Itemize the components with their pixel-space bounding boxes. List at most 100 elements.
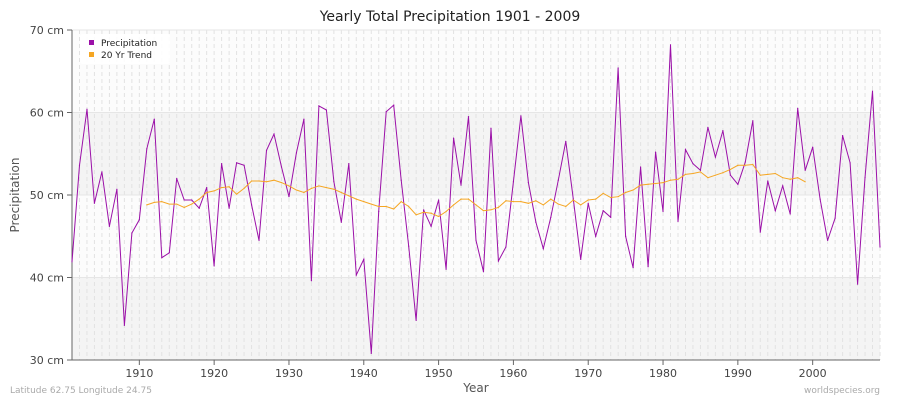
trend-point (729, 168, 731, 171)
trend-point (587, 199, 589, 201)
precipitation-point (146, 148, 148, 150)
trend-point (161, 201, 163, 203)
precipitation-point (108, 225, 111, 227)
precipitation-point (722, 130, 724, 132)
precipitation-point (759, 231, 761, 233)
precipitation-point (482, 271, 485, 273)
trend-point (408, 205, 410, 208)
precipitation-point (78, 164, 81, 166)
trend-point (610, 196, 612, 199)
precipitation-point (288, 196, 290, 198)
precipitation-point (512, 181, 515, 183)
precipitation-point (452, 137, 455, 139)
trend-point (325, 186, 327, 189)
trend-point (333, 188, 335, 190)
precipitation-point (258, 239, 260, 241)
precipitation-point (303, 118, 305, 120)
footer-location: Latitude 62.75 Longitude 24.75 (10, 386, 152, 396)
trend-point (250, 180, 253, 182)
x-tick-label: 1930 (275, 367, 303, 380)
trend-point (273, 179, 275, 181)
precipitation-point (849, 162, 851, 164)
grid-band (72, 112, 880, 195)
trend-point (295, 189, 298, 191)
trend-point (774, 172, 776, 175)
trend-point (228, 186, 230, 188)
precipitation-point (647, 266, 649, 268)
trend-point (430, 212, 432, 214)
trend-point (258, 180, 260, 182)
trend-point (505, 200, 507, 202)
precipitation-point (191, 199, 193, 201)
trend-point (722, 172, 724, 174)
precipitation-point (475, 239, 477, 241)
trend-point (482, 210, 485, 212)
precipitation-point (408, 245, 410, 247)
precipitation-point (834, 217, 836, 219)
trend-point (542, 204, 544, 206)
precipitation-point (93, 202, 96, 204)
trend-point (348, 195, 350, 197)
precipitation-point (490, 127, 492, 129)
precipitation-point (213, 265, 215, 267)
trend-point (520, 201, 522, 203)
precipitation-point (565, 140, 567, 142)
precipitation-point (325, 109, 327, 111)
precipitation-point (639, 166, 642, 168)
precipitation-point (752, 120, 754, 122)
legend-box (80, 34, 170, 64)
trend-point (804, 181, 806, 183)
trend-point (669, 179, 672, 181)
y-tick-label: 40 cm (30, 272, 64, 285)
trend-point (378, 205, 380, 208)
precipitation-point (228, 207, 230, 209)
x-tick-label: 1960 (499, 367, 527, 380)
precipitation-point (744, 161, 746, 163)
trend-point (221, 186, 223, 189)
trend-point (512, 201, 515, 203)
x-tick-label: 1940 (350, 367, 378, 380)
trend-point (744, 164, 746, 166)
trend-point (550, 198, 552, 200)
precipitation-point (86, 108, 88, 110)
precipitation-point (819, 198, 821, 200)
trend-point (639, 184, 642, 186)
precipitation-point (161, 257, 163, 259)
trend-point (423, 211, 425, 213)
trend-point (198, 198, 200, 200)
precipitation-point (206, 186, 208, 189)
precipitation-point (617, 67, 619, 69)
precipitation-point (535, 221, 537, 223)
precipitation-point (625, 235, 627, 237)
precipitation-point (654, 151, 657, 153)
trend-point (797, 177, 799, 179)
precipitation-point (393, 104, 395, 106)
precipitation-point (737, 183, 739, 185)
precipitation-point (467, 116, 470, 118)
legend-swatch-precipitation (89, 40, 94, 45)
precipitation-point (460, 184, 462, 186)
trend-point (183, 206, 185, 208)
precipitation-point (71, 261, 73, 263)
trend-point (176, 203, 178, 205)
precipitation-point (692, 163, 694, 165)
precipitation-point (385, 111, 387, 113)
trend-point (490, 209, 492, 211)
trend-point (415, 214, 417, 216)
trend-point (340, 191, 342, 194)
trend-point (580, 204, 582, 206)
precipitation-point (542, 248, 544, 250)
precipitation-point (280, 166, 283, 168)
precipitation-point (595, 235, 597, 237)
trend-point (265, 181, 268, 183)
trend-point (662, 182, 664, 184)
trend-point (206, 191, 208, 194)
trend-point (445, 210, 447, 213)
trend-point (617, 196, 619, 198)
trend-point (647, 183, 649, 185)
x-tick-label: 2000 (799, 367, 827, 380)
precipitation-point (378, 210, 380, 213)
precipitation-point (138, 219, 140, 221)
precipitation-point (699, 169, 702, 171)
